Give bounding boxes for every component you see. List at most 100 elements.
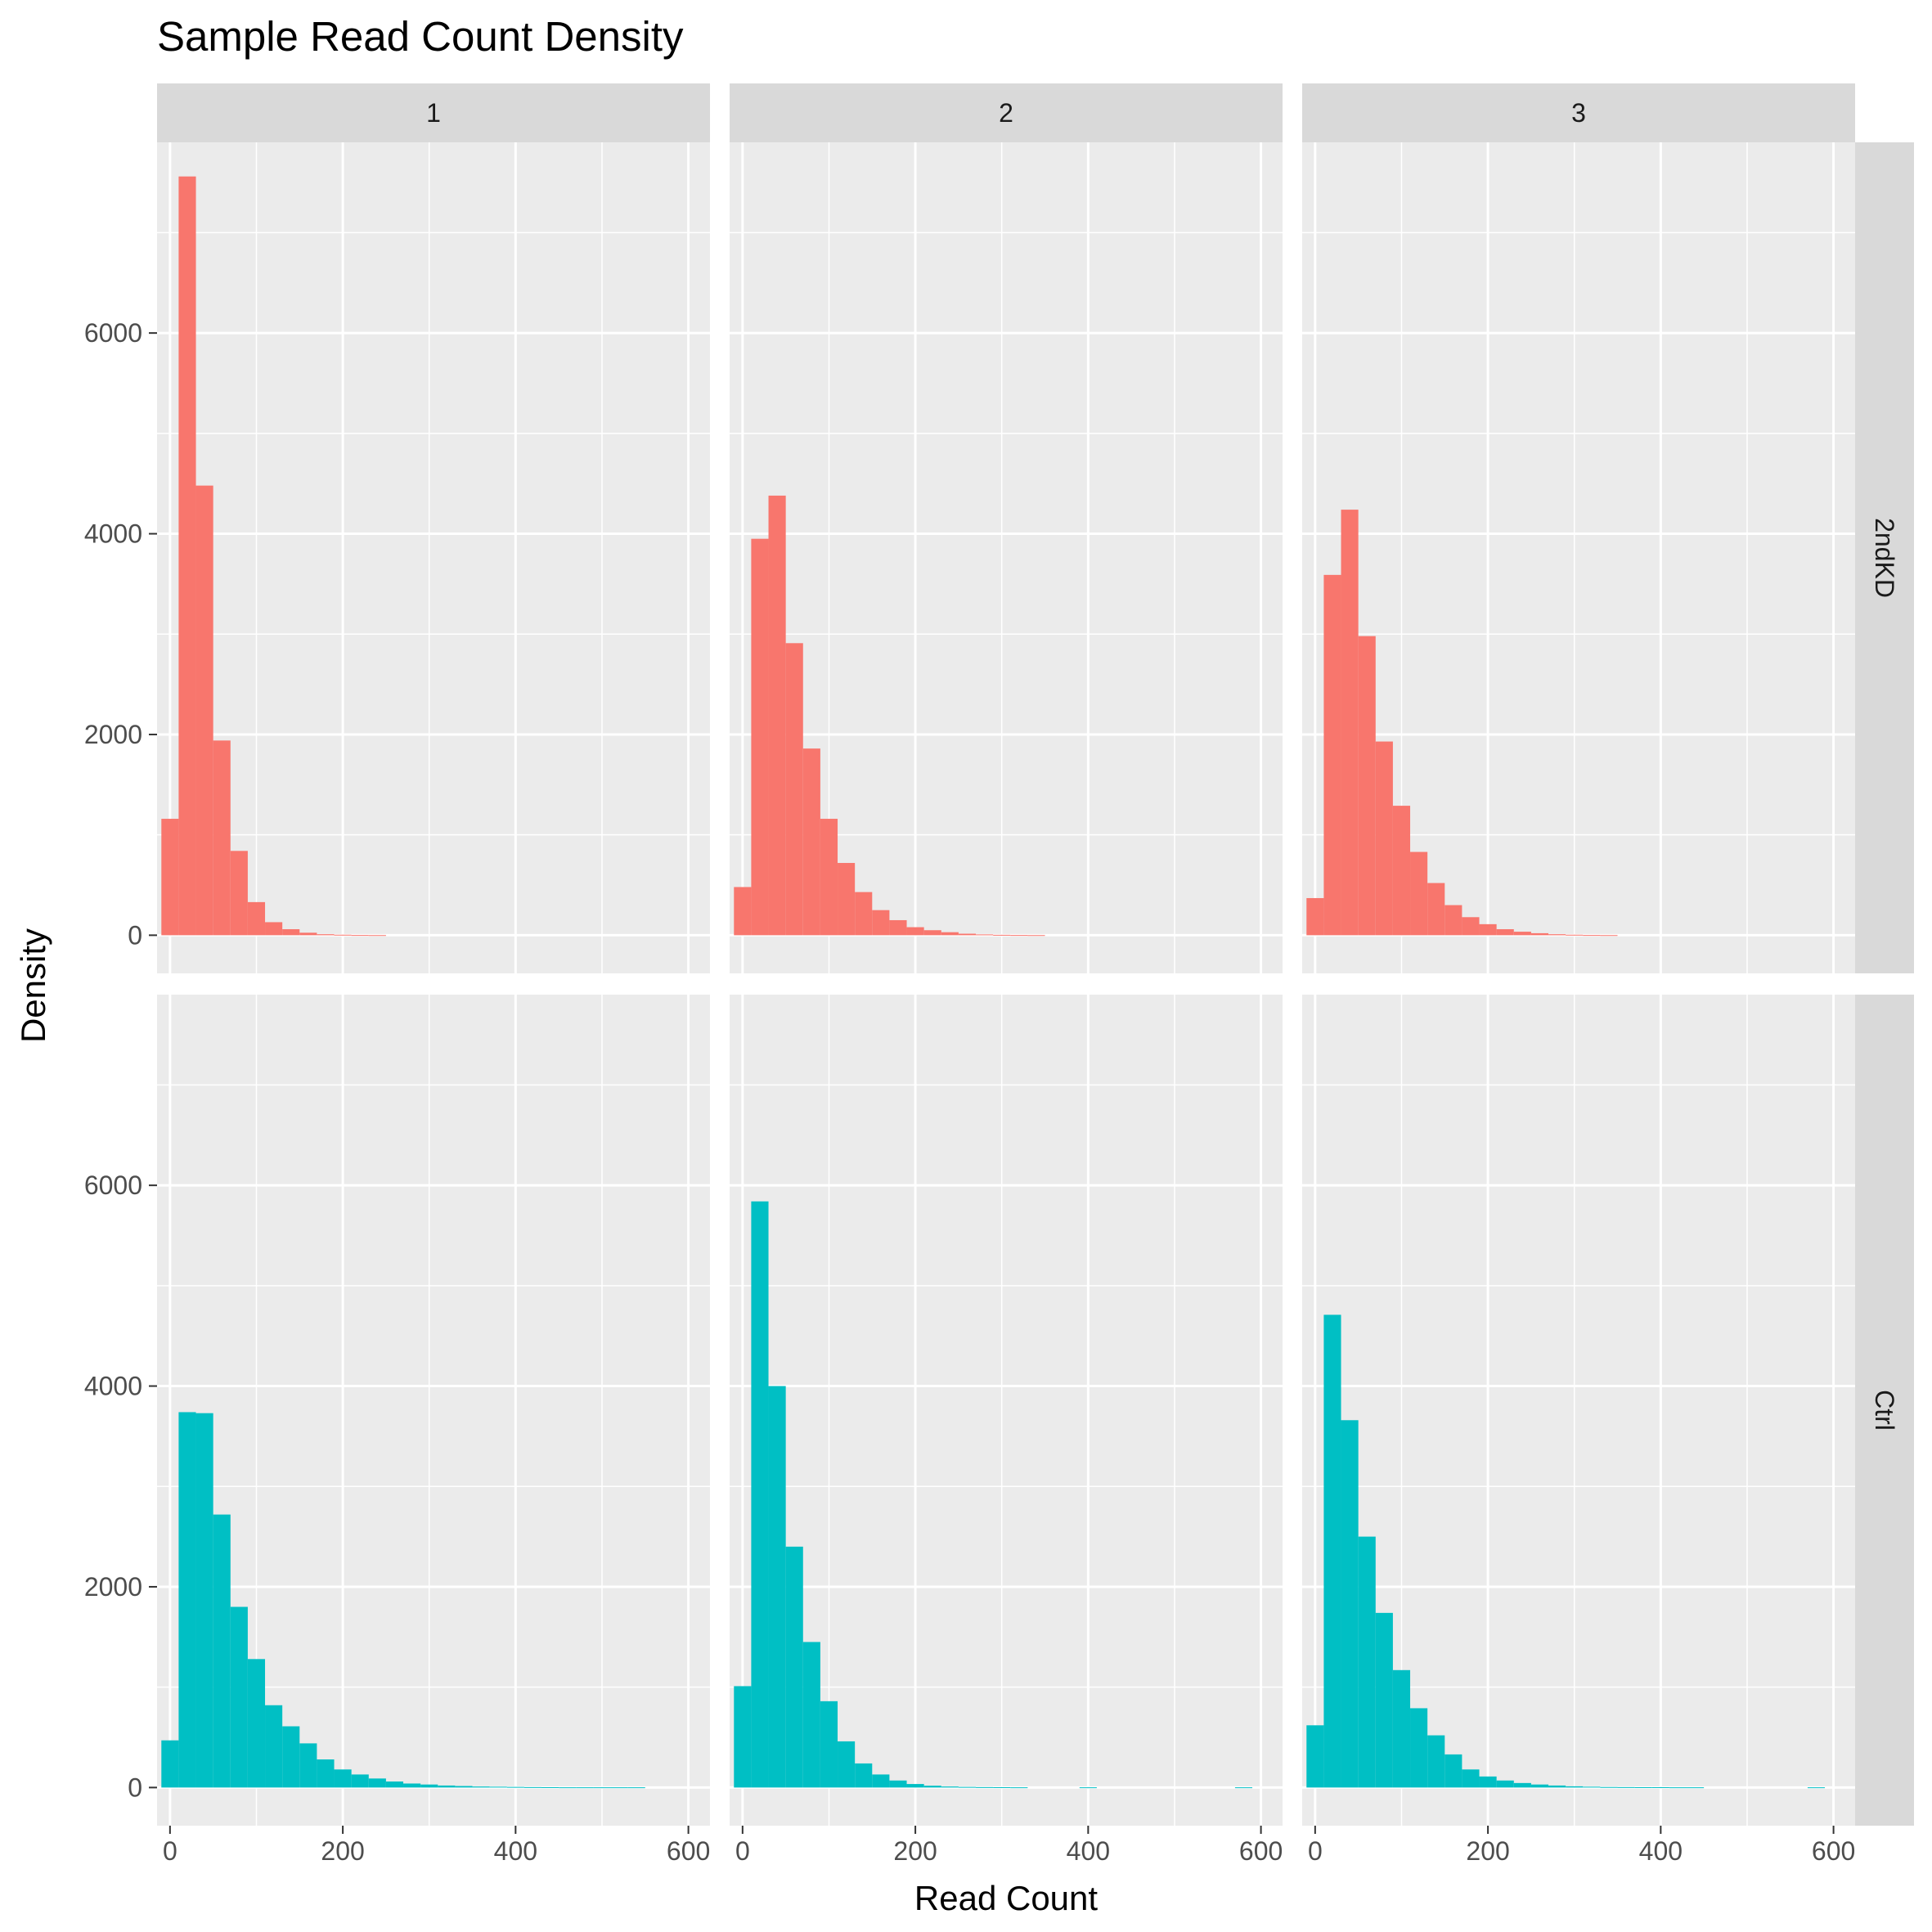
histogram-bar [1306,897,1324,936]
row-strip-2ndKD [1855,142,1914,973]
histogram-bar [889,1780,907,1788]
y-tick-label: 2000 [84,1572,142,1602]
y-tick-label: 0 [128,1772,142,1802]
histogram-bar [247,1659,266,1788]
histogram-bar [334,934,352,936]
histogram-bar [1462,917,1480,936]
histogram-bar [385,1781,404,1788]
histogram-bar [820,819,838,936]
x-tick-label: 0 [735,1836,750,1866]
histogram-bar [1600,935,1618,937]
histogram-bar [1358,636,1376,936]
histogram-bar [178,176,196,936]
histogram-bar [265,922,283,936]
histogram-bar [1530,1784,1549,1788]
histogram-bar [785,1546,803,1788]
x-tick-label: 200 [321,1836,364,1866]
panel-Ctrl-3: 0 200 400 600 [1302,995,1855,1866]
histogram-bar [1479,1776,1497,1788]
histogram-bar [230,1606,248,1788]
histogram-bar [1566,934,1584,936]
histogram-bar [541,1787,559,1789]
y-tick-label: 4000 [84,519,142,549]
histogram-bar [1513,932,1531,936]
histogram-bar [958,933,977,936]
histogram-bar [1634,1787,1652,1789]
histogram-bar [1651,1787,1669,1789]
panel-background [157,142,710,973]
histogram-bar [1341,510,1359,936]
histogram-bar [768,495,786,936]
histogram-bar [610,1787,628,1789]
histogram-bar [1669,1787,1687,1789]
x-tick-label: 200 [1466,1836,1509,1866]
histogram-bar [1600,1786,1618,1788]
col-strip-2 [730,83,1283,142]
histogram-bar [976,1786,994,1788]
histogram-bar [195,1413,213,1788]
histogram-bar [1566,1786,1584,1788]
histogram-bar [403,1783,421,1788]
x-tick-label: 400 [494,1836,537,1866]
y-tick-label: 6000 [84,318,142,348]
histogram-bar [941,932,959,936]
histogram-bar [872,910,890,936]
y-tick-label: 6000 [84,1170,142,1200]
histogram-bar [1427,883,1445,936]
histogram-bar [282,1726,300,1788]
histogram-bar [768,1386,786,1788]
histogram-bar [455,1786,473,1788]
histogram-bar [161,1740,179,1788]
histogram-bar [958,1786,977,1788]
histogram-bar [1496,1780,1514,1788]
histogram-bar [265,1705,283,1788]
histogram-bar [838,863,856,936]
x-tick-label: 0 [1308,1836,1323,1866]
histogram-bar [438,1785,456,1788]
histogram-bar [489,1786,507,1788]
histogram-bar [247,901,266,936]
histogram-bar [213,740,231,936]
histogram-bar [1341,1420,1359,1788]
histogram-bar [317,1759,335,1788]
histogram-bar [923,1786,941,1788]
histogram-bar [1445,1754,1462,1788]
panel-Ctrl-2: 0 200 400 600 [730,995,1283,1866]
histogram-bar [1462,1769,1480,1788]
histogram-bar [161,819,179,936]
histogram-bar [1375,1612,1393,1788]
histogram-bar [506,1786,524,1788]
histogram-bar [1513,1782,1531,1788]
y-tick-label: 2000 [84,720,142,749]
histogram-bar [299,932,317,936]
histogram-bar [230,851,248,936]
histogram-bar [1010,1787,1028,1789]
histogram-bar [282,929,300,936]
histogram-bar [1687,1787,1705,1789]
x-tick-label: 400 [1067,1836,1110,1866]
histogram-bar [523,1786,542,1788]
histogram-bar [317,934,335,936]
histogram-bar [1010,935,1028,937]
histogram-bar [802,1642,820,1788]
histogram-bar [368,1778,386,1788]
col-strip-label: 1 [426,98,441,128]
histogram-bar [751,1201,769,1788]
x-axis-title: Read Count [914,1879,1098,1917]
histogram-bar [1548,1785,1566,1788]
histogram-bar [976,934,994,936]
histogram-bar [368,935,386,937]
histogram-bar [785,643,803,936]
histogram-bar [1410,851,1428,936]
histogram-bar [838,1741,856,1788]
histogram-bar [802,748,820,936]
col-strip-label: 3 [1571,98,1586,128]
histogram-bar [1617,1786,1635,1788]
panel-2ndKD-1: 0 2000 4000 6000 [84,142,710,973]
x-tick-label: 600 [667,1836,710,1866]
x-tick-label: 0 [163,1836,177,1866]
row-strip-Ctrl [1855,995,1914,1826]
chart-title: Sample Read Count Density [157,13,684,60]
